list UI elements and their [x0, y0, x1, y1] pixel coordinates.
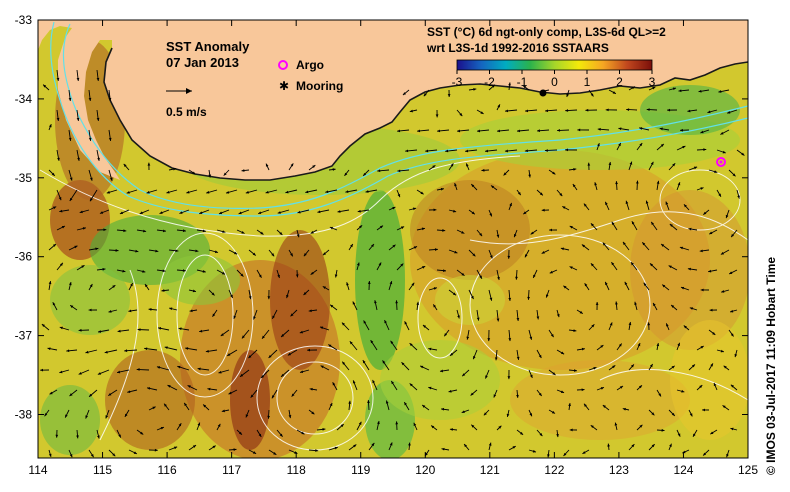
plot-area: [38, 20, 748, 458]
y-axis: -33-34-35-36-37-38: [15, 13, 748, 422]
x-tick-label: 120: [415, 463, 435, 477]
scale-arrow: [166, 88, 192, 94]
x-tick-label: 115: [93, 463, 112, 477]
x-tick-label: 119: [351, 463, 370, 477]
argo-legend-icon: [278, 60, 288, 70]
x-tick-label: 117: [222, 463, 241, 477]
y-tick-label: -36: [15, 250, 33, 264]
colorbar-tick-label: -1: [517, 75, 528, 89]
colorbar-tick-label: 3: [649, 75, 656, 89]
x-tick-label: 125: [738, 463, 758, 477]
legend-mooring: ✱ Mooring: [279, 79, 343, 93]
mooring-legend-label: Mooring: [296, 79, 343, 93]
sea-level-contours: [39, 155, 748, 451]
colorbar: [456, 59, 653, 71]
current-vectors: [40, 69, 745, 458]
y-tick-label: -38: [15, 408, 33, 422]
x-tick-label: 114: [28, 463, 47, 477]
x-tick-label: 124: [673, 463, 693, 477]
plot-frame: [37, 19, 749, 459]
argo-legend-label: Argo: [296, 58, 324, 72]
argo-float-marker: [716, 157, 726, 167]
mooring-marker: [539, 89, 547, 97]
colorbar-title-line2: wrt L3S-1d 1992-2016 SSTAARS: [426, 41, 609, 55]
x-tick-label: 121: [480, 463, 500, 477]
y-tick-label: -33: [15, 13, 33, 27]
colorbar-tick-label: -2: [484, 75, 495, 89]
x-tick-label: 123: [609, 463, 629, 477]
colorbar-tick-label: 0: [551, 75, 558, 89]
map-title: SST Anomaly: [166, 39, 250, 54]
colorbar-title-line1: SST (°C) 6d ngt-only comp, L3S-6d QL>=2: [427, 25, 666, 39]
colorbar-tick-label: 1: [584, 75, 591, 89]
y-tick-label: -34: [15, 92, 33, 106]
y-tick-label: -37: [15, 329, 33, 343]
copyright-credit: © IMOS 03-Jul-2017 11:09 Hobart Time: [764, 256, 778, 475]
x-tick-label: 122: [544, 463, 564, 477]
x-tick-label: 118: [287, 463, 306, 477]
x-axis: 114 115 116 117 118 119 120 121 122 123 124 125: [28, 20, 758, 477]
x-tick-label: 116: [158, 463, 177, 477]
coastline: [103, 47, 748, 181]
colorbar-ticks: -3 -2 -1 0 1 2 3: [452, 70, 656, 89]
y-tick-label: -35: [15, 171, 33, 185]
colorbar-tick-label: -3: [452, 75, 463, 89]
map-date: 07 Jan 2013: [166, 55, 239, 70]
bathymetry-contours: [50, 21, 748, 217]
scale-label: 0.5 m/s: [166, 105, 207, 119]
legend-argo: Argo: [278, 58, 324, 72]
colorbar-tick-label: 2: [616, 75, 623, 89]
mooring-legend-icon: ✱: [279, 79, 289, 93]
